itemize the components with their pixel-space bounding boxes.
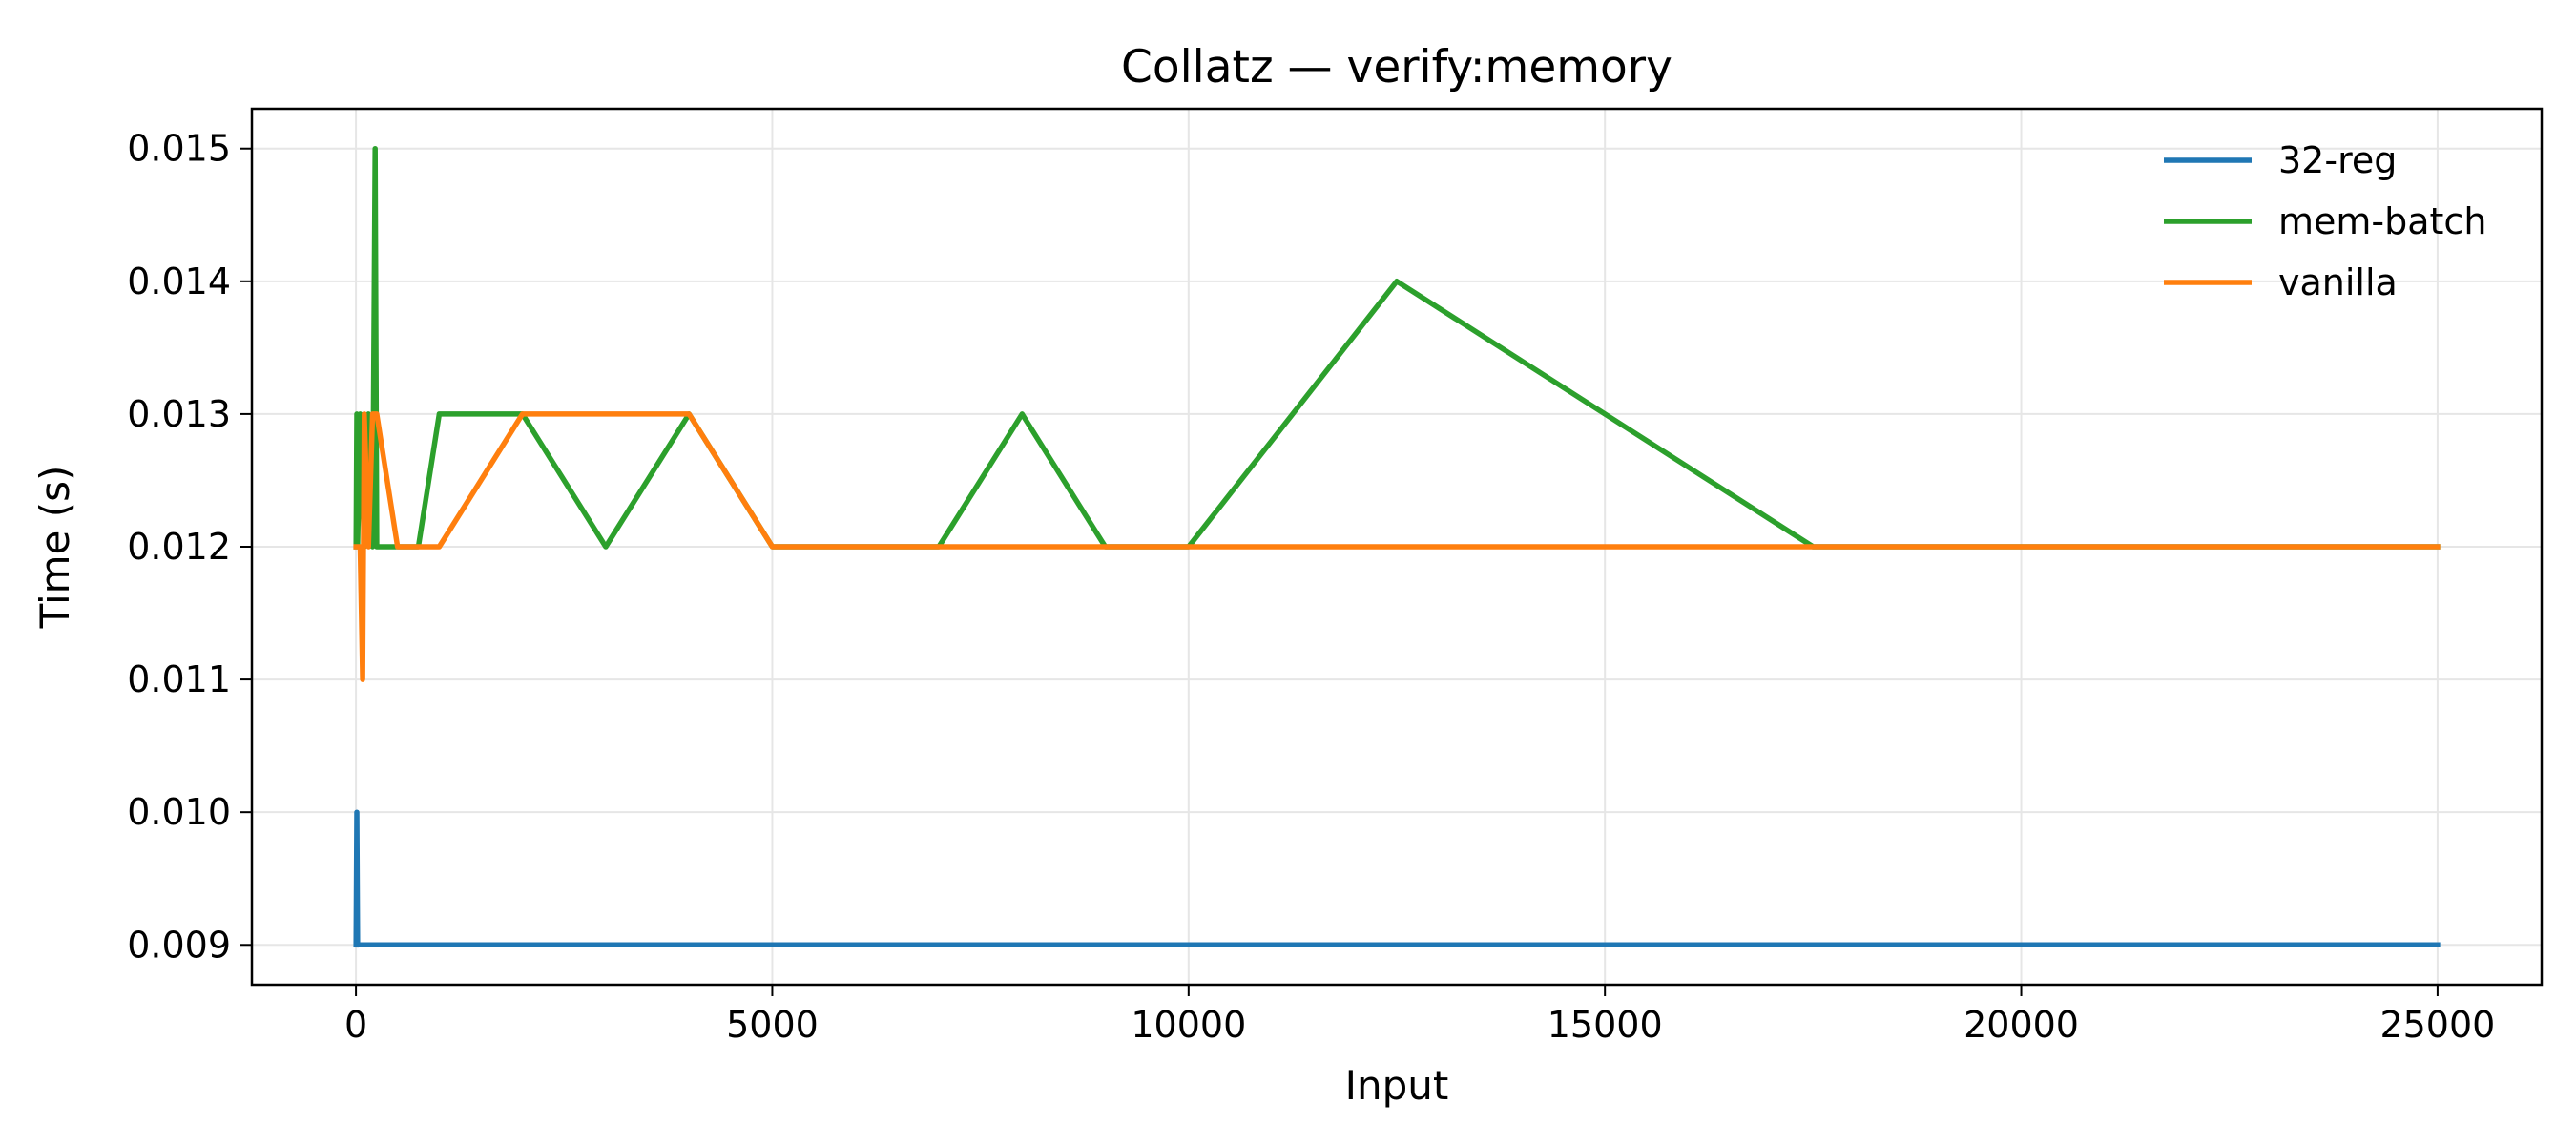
- series-line-vanilla: [353, 411, 2441, 682]
- y-tick-label: 0.011: [127, 658, 231, 700]
- legend-label-vanilla: vanilla: [2278, 261, 2398, 303]
- legend-label-32-reg: 32-reg: [2278, 139, 2397, 181]
- y-tick-label: 0.013: [127, 393, 231, 435]
- y-tick-label: 0.010: [127, 791, 231, 833]
- ticks: 0 5000 10000 15000 20000 25000 0.009 0.010 0.011…: [127, 128, 2495, 1046]
- y-tick-label: 0.009: [127, 924, 231, 966]
- y-tick-label: 0.012: [127, 526, 231, 568]
- y-tick-label: 0.014: [127, 260, 231, 302]
- x-axis-label: Input: [1345, 1062, 1449, 1109]
- x-tick-label: 10000: [1131, 1004, 1246, 1046]
- x-tick-label: 20000: [1963, 1004, 2079, 1046]
- x-tick-label: 25000: [2379, 1004, 2495, 1046]
- y-axis-label: Time (s): [31, 466, 78, 630]
- series-line-32-reg: [353, 809, 2441, 948]
- y-tick-label: 0.015: [127, 128, 231, 170]
- legend-label-mem-batch: mem-batch: [2278, 200, 2486, 242]
- x-tick-label: 15000: [1548, 1004, 1663, 1046]
- x-tick-label: 5000: [726, 1004, 819, 1046]
- series-group: [353, 145, 2441, 948]
- x-tick-label: 0: [344, 1004, 367, 1046]
- chart-title: Collatz — verify:memory: [1121, 41, 1672, 94]
- legend: 32-reg mem-batch vanilla: [2164, 139, 2486, 303]
